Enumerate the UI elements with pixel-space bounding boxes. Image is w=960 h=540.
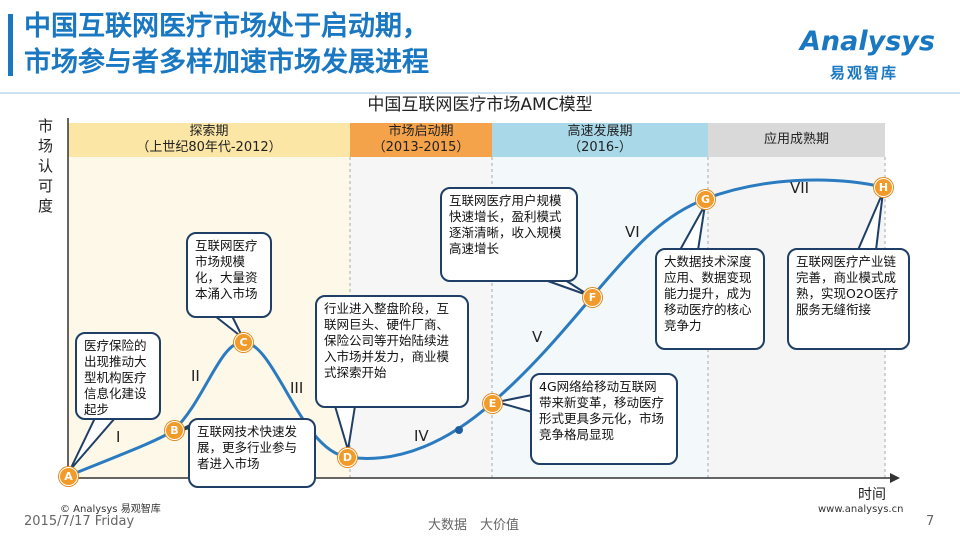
phase-period: （2016-） bbox=[568, 140, 632, 155]
phase-name: 探索期 bbox=[189, 124, 229, 139]
point: H bbox=[874, 178, 893, 197]
phase-name: 应用成熟期 bbox=[763, 132, 829, 147]
point: A bbox=[59, 467, 78, 486]
callout: 互联网医疗用户规模快速增长，盈利模式逐渐清晰，收入规模高速增长 bbox=[440, 187, 578, 282]
phase-header-2 bbox=[350, 123, 492, 157]
logo-name: Analysys bbox=[800, 26, 935, 57]
date: 2015/7/17 Friday bbox=[24, 514, 135, 529]
phase-period: （2013-2015） bbox=[372, 140, 470, 155]
slogan: 大数据 大价值 bbox=[428, 518, 520, 533]
point: G bbox=[696, 190, 715, 209]
phase: 应用成熟期 bbox=[708, 132, 885, 148]
callout: 行业进入整盘阶段，互联网巨头、硬件厂商、保险公司等开始陆续进入市场并发力，商业模… bbox=[315, 295, 469, 408]
phase: 高速发展期 （2016-） bbox=[492, 124, 708, 156]
point: B bbox=[165, 421, 184, 440]
title-line: 市场参与者多样加速市场发展进程 bbox=[24, 47, 429, 78]
x-axis-arrow bbox=[890, 473, 900, 483]
stage-label: V bbox=[532, 328, 543, 346]
point: F bbox=[583, 288, 602, 307]
website: www.analysys.cn bbox=[818, 504, 904, 515]
phase-header-1 bbox=[68, 123, 350, 157]
phase-name: 市场启动期 bbox=[388, 124, 454, 139]
stage-label: VI bbox=[625, 223, 640, 241]
stage-label: IV bbox=[414, 427, 429, 445]
curve-dot bbox=[455, 426, 463, 434]
callout: 互联网技术快速发展，更多行业参与者进入市场 bbox=[188, 418, 316, 488]
stage-label: I bbox=[116, 428, 121, 446]
y-axis-label: 市场认可度 bbox=[38, 117, 54, 215]
x-axis-label: 时间 bbox=[858, 487, 886, 503]
phase-header-4 bbox=[708, 123, 885, 157]
phase-period: （上世纪80年代-2012） bbox=[136, 140, 282, 155]
phase-name: 高速发展期 bbox=[567, 124, 633, 139]
title-bar bbox=[8, 14, 13, 76]
callout: 互联网医疗产业链完善，商业模式成熟，实现O2O医疗服务无缝衔接 bbox=[787, 248, 910, 350]
point: C bbox=[234, 333, 253, 352]
callout-tails bbox=[69, 191, 884, 471]
phase: 探索期 （上世纪80年代-2012） bbox=[68, 124, 350, 156]
callout: 医疗保险的出现推动大型机构医疗信息化建设起步 bbox=[75, 332, 161, 420]
copyright: © Analysys 易观智库 bbox=[60, 504, 161, 515]
callout: 大数据技术深度应用、数据变现能力提升，成为移动医疗的核心竞争力 bbox=[655, 248, 765, 350]
stage-label: VII bbox=[790, 179, 810, 197]
stage-label: II bbox=[191, 367, 200, 385]
point: D bbox=[338, 448, 357, 467]
diagram-title: 中国互联网医疗市场AMC模型 bbox=[367, 95, 593, 115]
phase-header-3 bbox=[492, 123, 708, 157]
page-number: 7 bbox=[926, 514, 935, 529]
phase: 市场启动期 （2013-2015） bbox=[350, 124, 492, 156]
logo-subtitle: 易观智库 bbox=[830, 64, 899, 82]
point: E bbox=[483, 394, 502, 413]
title-line: 中国互联网医疗市场处于启动期， bbox=[24, 11, 429, 42]
stage-label: III bbox=[290, 379, 304, 397]
callout: 互联网医疗市场规模化，大量资本涌入市场 bbox=[186, 232, 272, 318]
callout: 4G网络给移动互联网带来新变革，移动医疗形式更具多元化，市场竞争格局显现 bbox=[530, 373, 678, 465]
